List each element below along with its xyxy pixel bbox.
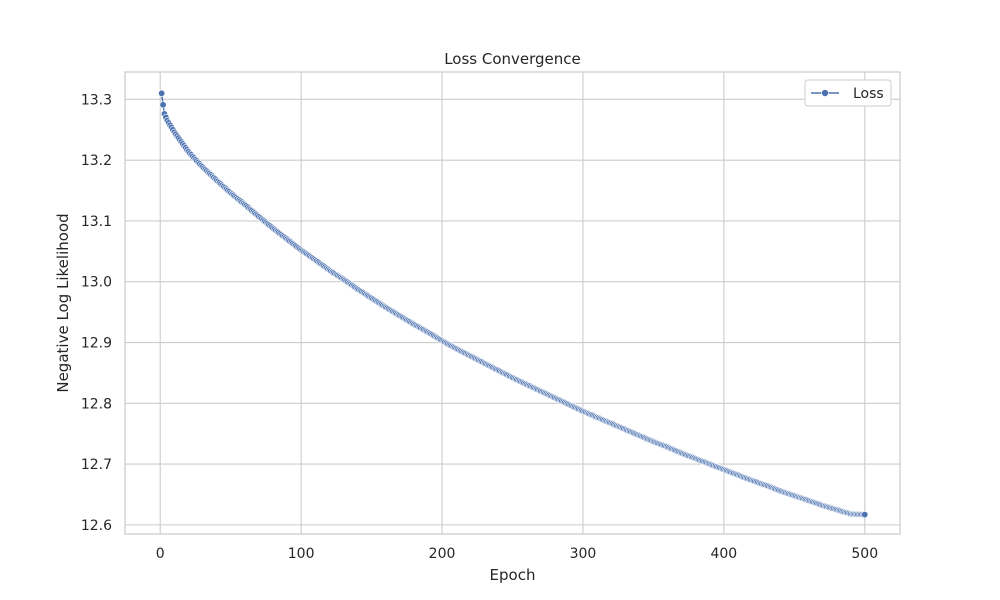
data-point bbox=[861, 511, 869, 519]
x-tick-label: 300 bbox=[570, 546, 597, 562]
y-tick-label: 13.1 bbox=[81, 214, 112, 230]
plot-background bbox=[125, 72, 900, 534]
legend-marker-swatch bbox=[821, 89, 829, 97]
plot-frame bbox=[124, 71, 901, 535]
x-tick-label: 500 bbox=[851, 546, 878, 562]
y-tick-label: 13.3 bbox=[81, 92, 112, 108]
y-tick-labels: 12.6 12.7 12.8 12.9 13.0 13.1 13.2 13.3 bbox=[81, 92, 112, 534]
y-axis-label: Negative Log Likelihood bbox=[54, 213, 72, 392]
series-marker-layer bbox=[158, 89, 869, 519]
data-point bbox=[158, 89, 166, 97]
x-tick-label: 0 bbox=[156, 546, 165, 562]
chart-title: Loss Convergence bbox=[444, 50, 581, 68]
legend: Loss bbox=[804, 79, 892, 107]
x-tick-label: 100 bbox=[288, 546, 315, 562]
grid bbox=[125, 72, 900, 534]
x-tick-label: 400 bbox=[710, 546, 737, 562]
y-tick-label: 12.8 bbox=[81, 396, 112, 412]
y-tick-label: 13.0 bbox=[81, 275, 112, 291]
y-tick-label: 12.7 bbox=[81, 457, 112, 473]
x-tick-label: 200 bbox=[429, 546, 456, 562]
x-tick-labels: 0 100 200 300 400 500 bbox=[156, 546, 878, 562]
y-tick-label: 12.6 bbox=[81, 518, 112, 534]
data-point bbox=[159, 101, 167, 109]
legend-label: Loss bbox=[853, 86, 884, 102]
x-axis-label: Epoch bbox=[490, 566, 536, 584]
y-tick-label: 13.2 bbox=[81, 153, 112, 169]
legend-box bbox=[804, 79, 892, 107]
y-tick-label: 12.9 bbox=[81, 336, 112, 352]
